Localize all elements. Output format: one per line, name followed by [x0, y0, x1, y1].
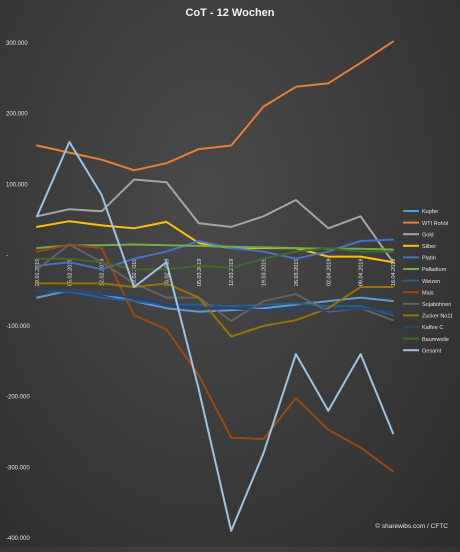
y-tick-label: 200.000	[6, 112, 28, 118]
x-tick-label: 16.04.2019	[391, 259, 397, 287]
series-line-zucker-no11	[36, 282, 394, 338]
legend-label: Platin	[422, 256, 436, 262]
legend-label: Mais	[422, 290, 434, 296]
legend-label: Gesamt	[422, 348, 442, 354]
x-tick-label: 05.02.2019	[67, 259, 73, 287]
series-line-platin	[36, 238, 394, 271]
x-tick-label: 19.03.2019	[262, 259, 268, 287]
x-tick-label: 19.02.2019	[132, 259, 138, 287]
y-tick-label: -200.000	[6, 395, 30, 401]
legend-label: Zucker No11	[422, 314, 453, 320]
legend-label: Baumwolle	[422, 337, 449, 343]
series-line-gesamt	[36, 141, 394, 532]
y-tick-label: -300.000	[6, 465, 30, 471]
y-tick-label: 300.000	[6, 41, 28, 47]
series-line-kaffee-c	[36, 289, 394, 313]
x-tick-label: 29.01.2019	[35, 259, 41, 287]
x-axis: 29.01.2019 05.02.2019 12.02.2019 19.02.2019…	[35, 259, 397, 287]
series-line-mais	[36, 243, 394, 473]
x-tick-label: 12.02.2019	[100, 259, 106, 287]
legend-label: Sojabohnen	[422, 302, 451, 308]
legend-label: Weizen	[422, 279, 440, 285]
y-tick-label: -100.000	[6, 324, 30, 330]
x-tick-label: 26.02.2019	[164, 259, 170, 287]
y-tick-label: -	[6, 253, 8, 259]
chart-title: CoT - 12 Wochen	[185, 7, 274, 19]
legend-label: Gold	[422, 232, 434, 238]
series-line-baumwolle	[36, 247, 394, 271]
series-group	[36, 40, 394, 532]
y-tick-label: 100.000	[6, 182, 28, 188]
legend-label: Kupfer	[422, 209, 438, 215]
series-line-wti-roh-l	[36, 40, 394, 172]
series-line-weizen	[36, 289, 394, 317]
series-line-sojabohnen	[36, 243, 394, 322]
legend-label: Kaffee C	[422, 325, 443, 331]
x-tick-label: 12.03.2019	[229, 259, 235, 287]
legend-label: Palladium	[422, 267, 447, 273]
x-tick-label: 02.04.2019	[326, 259, 332, 287]
x-tick-label: 05.03.2019	[197, 259, 203, 287]
source-credit: © sharewibs.com / CFTC	[375, 522, 448, 530]
y-tick-label: -400.000	[6, 536, 30, 542]
x-tick-label: 26.03.2019	[294, 259, 300, 287]
x-tick-label: 09.04.2019	[359, 259, 365, 287]
series-line-gold	[36, 178, 394, 264]
legend-label: Silber	[422, 244, 436, 250]
y-axis: 300.000 200.000 100.000 - -100.000 -200.000 -3…	[6, 41, 30, 542]
legend-label: WTI Rohöl	[422, 221, 448, 227]
legend: Kupfer WTI Rohöl Gold Silber Platin Palladium…	[403, 209, 453, 354]
